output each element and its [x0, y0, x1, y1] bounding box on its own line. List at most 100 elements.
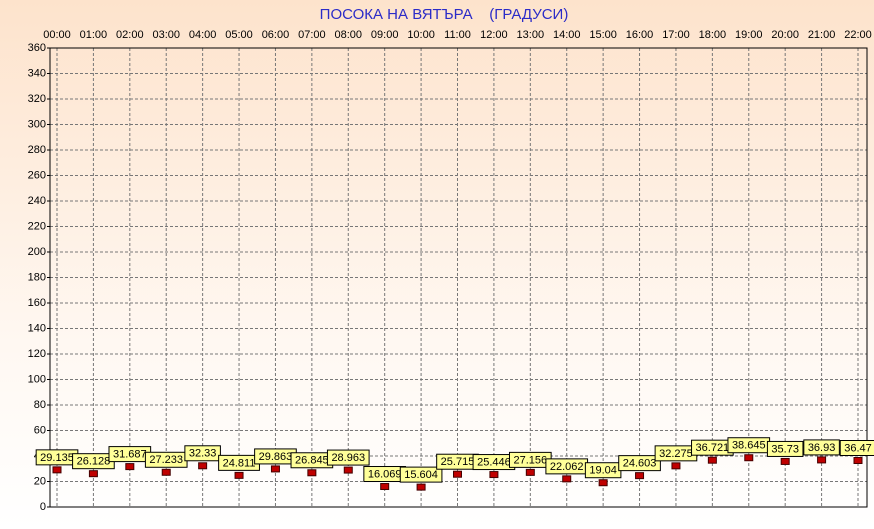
value-label: 25.715 [436, 453, 479, 470]
x-tick-label: 06:00 [262, 29, 290, 41]
value-label-text: 26.845 [295, 455, 329, 467]
value-label-box [839, 440, 874, 457]
value-label-text: 32.33 [189, 448, 217, 460]
value-label-text: 26.128 [77, 456, 111, 468]
x-tick-label: 13:00 [517, 29, 545, 41]
value-label-text: 19.04 [589, 465, 617, 477]
value-label-box [399, 466, 443, 483]
y-tick-label: 100 [28, 373, 46, 385]
value-label: 25.446 [472, 454, 516, 471]
value-label: 35.73 [766, 440, 804, 457]
value-label: 27.156 [508, 451, 552, 468]
value-label-text: 32.275 [659, 448, 693, 460]
y-tick-label: 340 [28, 67, 46, 79]
y-tick-label: 180 [28, 271, 46, 283]
marker [453, 470, 462, 478]
x-tick-label: 22:00 [844, 29, 872, 41]
y-tick-label: 80 [34, 399, 46, 411]
value-label: 24.603 [618, 455, 661, 472]
marker [817, 456, 827, 464]
value-label: 36.93 [803, 439, 840, 456]
value-label-text: 16.069 [368, 468, 402, 480]
y-tick-label: 0 [40, 501, 46, 513]
marker [525, 468, 535, 476]
value-label-text: 29.863 [259, 451, 293, 463]
value-label-text: 22.062 [550, 461, 584, 473]
value-label: 24.811 [218, 454, 260, 471]
marker [598, 479, 608, 487]
plot-border [49, 47, 868, 508]
value-label-text: 36.721 [696, 442, 730, 454]
x-tick-label: 10:00 [407, 29, 435, 41]
marker [416, 483, 426, 491]
x-tick-label: 00:00 [43, 29, 71, 41]
x-tick-label: 04:00 [189, 29, 217, 41]
marker [671, 462, 681, 470]
marker [270, 465, 280, 473]
value-label-text: 25.715 [441, 456, 475, 468]
marker [307, 469, 317, 477]
value-label-text: 28.963 [331, 452, 365, 464]
x-tick-label: 03:00 [152, 29, 180, 41]
value-label-text: 15.604 [404, 469, 438, 481]
value-label-text: 29.135 [40, 452, 74, 464]
value-label: 36.47 [839, 440, 874, 457]
x-tick-label: 15:00 [589, 29, 617, 41]
value-label: 36.721 [691, 439, 734, 456]
y-tick-label: 20 [34, 475, 46, 487]
y-tick-label: 300 [28, 118, 46, 130]
value-label-text: 38.645 [732, 440, 766, 452]
value-label: 19.04 [584, 462, 622, 479]
marker [161, 468, 171, 476]
value-label-box [803, 439, 840, 456]
x-tick-label: 09:00 [371, 29, 399, 41]
value-label-box [766, 440, 804, 457]
value-label: 32.275 [654, 445, 698, 462]
marker [489, 471, 499, 479]
value-label: 28.963 [326, 449, 370, 466]
x-tick-label: 11:00 [444, 29, 471, 41]
value-label-box [326, 449, 370, 466]
marker [635, 472, 645, 480]
x-tick-label: 07:00 [298, 29, 326, 41]
y-tick-label: 200 [28, 246, 46, 258]
marker [744, 454, 754, 462]
value-label-text: 24.603 [623, 458, 657, 470]
x-tick-label: 14:00 [553, 29, 581, 41]
value-label: 32.33 [184, 445, 221, 462]
value-label: 26.845 [290, 452, 334, 469]
marker [707, 456, 717, 464]
y-tick-label: 60 [34, 424, 46, 436]
x-tick-label: 19:00 [735, 29, 763, 41]
value-label: 29.863 [254, 448, 297, 465]
y-tick-label: 360 [28, 42, 46, 54]
y-tick-label: 220 [28, 220, 46, 232]
value-label-text: 27.156 [513, 454, 547, 466]
x-tick-label: 16:00 [626, 29, 654, 41]
value-label-box [618, 455, 661, 472]
x-tick-label: 12:00 [480, 29, 508, 41]
marker [52, 466, 62, 474]
marker [380, 483, 390, 491]
marker [198, 462, 208, 470]
marker [343, 466, 353, 474]
value-label: 22.062 [545, 458, 589, 475]
marker [234, 471, 244, 479]
x-tick-label: 20:00 [771, 29, 799, 41]
value-label-text: 24.811 [223, 457, 256, 469]
value-label-text: 25.446 [477, 456, 511, 468]
x-tick-label: 05:00 [225, 29, 253, 41]
y-tick-label: 320 [28, 93, 46, 105]
value-label-box [184, 445, 221, 462]
marker [853, 457, 863, 465]
value-label: 38.645 [727, 437, 771, 454]
value-label: 29.135 [35, 449, 79, 466]
y-tick-label: 260 [28, 169, 46, 181]
marker [780, 457, 790, 465]
y-tick-label: 140 [28, 322, 46, 334]
x-tick-label: 18:00 [699, 29, 727, 41]
marker [562, 475, 572, 483]
value-label: 27.233 [144, 451, 188, 468]
